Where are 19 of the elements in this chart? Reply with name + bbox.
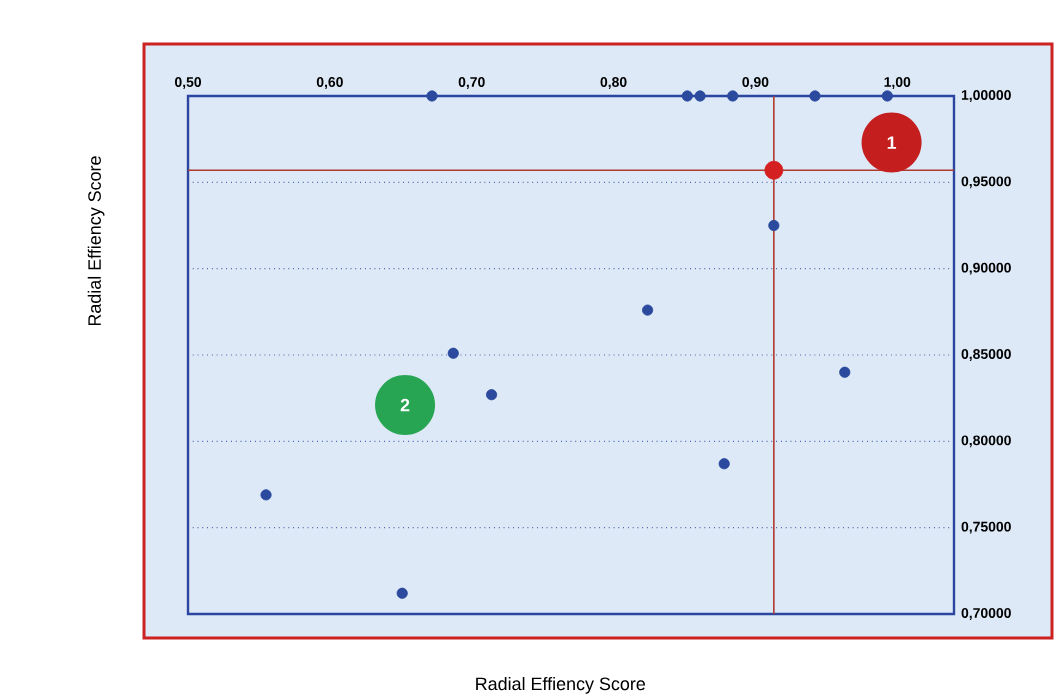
- point: [768, 219, 780, 231]
- y-axis-title: Radial Effiency Score: [87, 156, 105, 325]
- annotation: 2: [400, 398, 410, 412]
- point: [681, 90, 693, 102]
- point: [260, 489, 272, 501]
- point: [764, 160, 784, 180]
- annotation: 1: [887, 136, 897, 149]
- x-axis-title: Radial Effiency Score: [476, 676, 646, 694]
- point: [694, 90, 706, 102]
- point: [839, 366, 851, 378]
- point: [396, 587, 408, 599]
- point: [485, 388, 498, 401]
- point: [881, 90, 893, 102]
- point: [426, 90, 438, 102]
- point: [727, 90, 739, 102]
- point: [447, 347, 459, 359]
- point: [718, 458, 730, 470]
- point: [809, 90, 821, 102]
- point: [642, 304, 654, 316]
